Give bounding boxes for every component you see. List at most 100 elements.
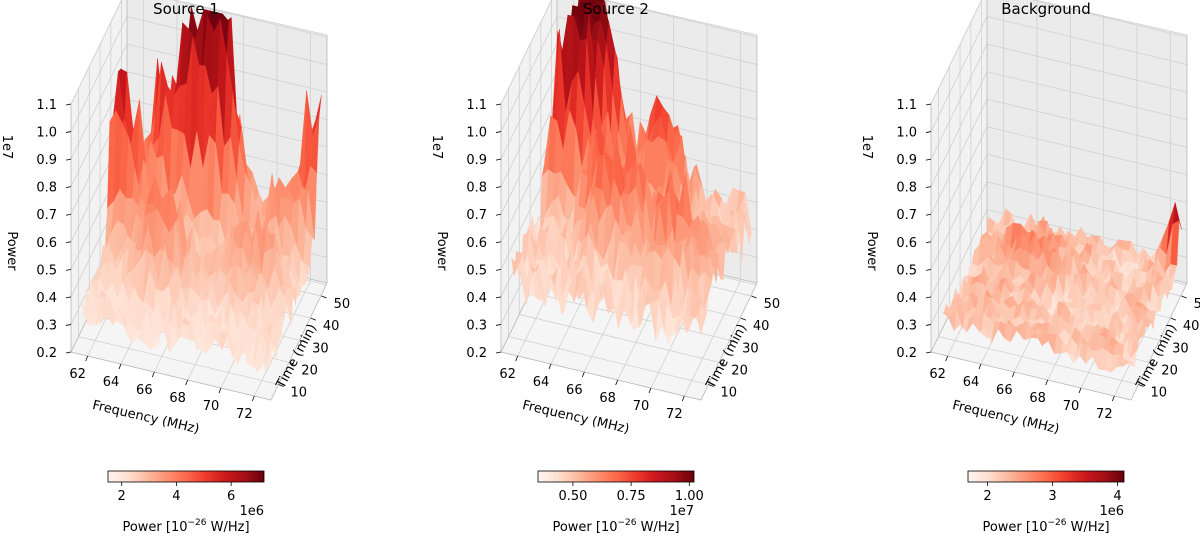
x-tick [649, 388, 651, 393]
x-tick-label: 72 [236, 407, 253, 422]
x-tick [549, 364, 551, 369]
x-tick-label: 70 [633, 399, 650, 414]
z-tick [66, 297, 71, 298]
x-tick-label: 72 [1096, 407, 1113, 422]
x-tick [252, 396, 254, 401]
colorbar [968, 471, 1124, 482]
y-tick-label: 40 [1183, 319, 1200, 334]
z-tick-label: 0.9 [36, 153, 57, 168]
x-tick-label: 70 [1063, 399, 1080, 414]
x-tick [152, 372, 154, 377]
z-offset-label: 1e7 [859, 135, 874, 160]
z-tick [496, 104, 501, 105]
z-tick [496, 242, 501, 243]
chart-title: Source 2 [583, 0, 649, 18]
z-axis-label: Power [864, 231, 879, 271]
x-tick-label: 68 [599, 391, 616, 406]
chart-title: Source 1 [153, 0, 219, 18]
z-tick-label: 0.4 [896, 291, 917, 306]
y-tick [1171, 318, 1176, 320]
z-axis-label: Power [4, 231, 19, 271]
z-tick-label: 0.3 [896, 318, 917, 333]
x-tick-label: 64 [103, 375, 120, 390]
colorbar-label-exponent: −26 [1048, 518, 1067, 528]
x-tick [582, 372, 584, 377]
x-tick [979, 364, 981, 369]
z-tick [926, 297, 931, 298]
y-tick-label: 30 [312, 341, 329, 356]
y-tick-label: 50 [334, 297, 351, 312]
z-tick-label: 0.4 [36, 291, 57, 306]
z-tick-label: 0.5 [466, 263, 487, 278]
colorbar-label-units: W/Hz] [637, 520, 680, 535]
y-tick-label: 30 [1172, 341, 1189, 356]
z-tick-label: 0.5 [36, 263, 57, 278]
colorbar-tick-label: 4 [1113, 489, 1121, 504]
y-tick-label: 30 [742, 341, 759, 356]
z-tick-label: 0.9 [896, 153, 917, 168]
z-tick [926, 187, 931, 188]
z-tick [496, 132, 501, 133]
z-tick-label: 0.5 [896, 263, 917, 278]
z-tick-label: 1.1 [36, 98, 57, 113]
x-tick [186, 380, 188, 385]
x-tick-label: 62 [69, 367, 86, 382]
z-tick-label: 0.8 [896, 181, 917, 196]
chart-panel-2: 0.20.30.40.50.60.70.80.91.01.16264666870… [429, 0, 780, 535]
z-tick [66, 132, 71, 133]
colorbar-tick-label: 6 [227, 489, 235, 504]
x-tick [219, 388, 221, 393]
y-tick [311, 318, 316, 320]
x-tick-label: 66 [136, 383, 153, 398]
z-tick-label: 0.7 [36, 208, 57, 223]
colorbar-offset: 1e6 [1099, 504, 1124, 519]
x-tick-label: 72 [666, 407, 683, 422]
y-tick-label: 20 [301, 363, 318, 378]
colorbar-tick-label: 0.50 [558, 489, 587, 504]
colorbar-tick-label: 3 [1048, 489, 1056, 504]
z-tick [66, 352, 71, 353]
z-tick-label: 1.0 [896, 126, 917, 141]
chart-panel-1: 0.20.30.40.50.60.70.80.91.01.16264666870… [0, 0, 350, 535]
colorbar-label-units: W/Hz] [1067, 520, 1110, 535]
z-tick-label: 0.3 [466, 318, 487, 333]
z-tick [496, 214, 501, 215]
z-tick-label: 0.3 [36, 318, 57, 333]
x-tick-label: 64 [533, 375, 550, 390]
z-axis-label: Power [434, 231, 449, 271]
chart-title: Background [1001, 0, 1091, 18]
z-tick [926, 269, 931, 270]
z-tick [496, 187, 501, 188]
colorbar-tick-label: 1.00 [675, 489, 704, 504]
z-tick-label: 0.2 [466, 346, 487, 361]
y-tick-label: 10 [721, 386, 738, 401]
x-tick-label: 66 [566, 383, 583, 398]
y-tick [752, 296, 757, 298]
x-tick [946, 356, 948, 361]
colorbar-offset: 1e7 [669, 504, 694, 519]
y-tick-label: 40 [753, 319, 770, 334]
colorbar-label-main: Power [10 [552, 520, 617, 535]
x-tick-label: 64 [963, 375, 980, 390]
colorbar-tick-label: 2 [983, 489, 991, 504]
colorbar-label: Power [10−26 W/Hz] [122, 518, 249, 535]
y-tick-label: 10 [1151, 386, 1168, 401]
colorbar [538, 471, 694, 482]
z-tick [496, 269, 501, 270]
z-tick-label: 0.6 [36, 236, 57, 251]
z-tick [496, 324, 501, 325]
chart-panel-3: 0.20.30.40.50.60.70.80.91.01.16264666870… [859, 0, 1200, 535]
z-tick-label: 1.0 [36, 126, 57, 141]
colorbar-label-exponent: −26 [188, 518, 207, 528]
z-tick [66, 104, 71, 105]
x-tick [516, 356, 518, 361]
z-tick-label: 1.0 [466, 126, 487, 141]
z-tick-label: 0.2 [896, 346, 917, 361]
z-tick [66, 269, 71, 270]
colorbar-tick-label: 4 [172, 489, 180, 504]
x-tick [1079, 388, 1081, 393]
x-tick-label: 70 [203, 399, 220, 414]
z-tick [926, 132, 931, 133]
x-tick-label: 68 [1029, 391, 1046, 406]
